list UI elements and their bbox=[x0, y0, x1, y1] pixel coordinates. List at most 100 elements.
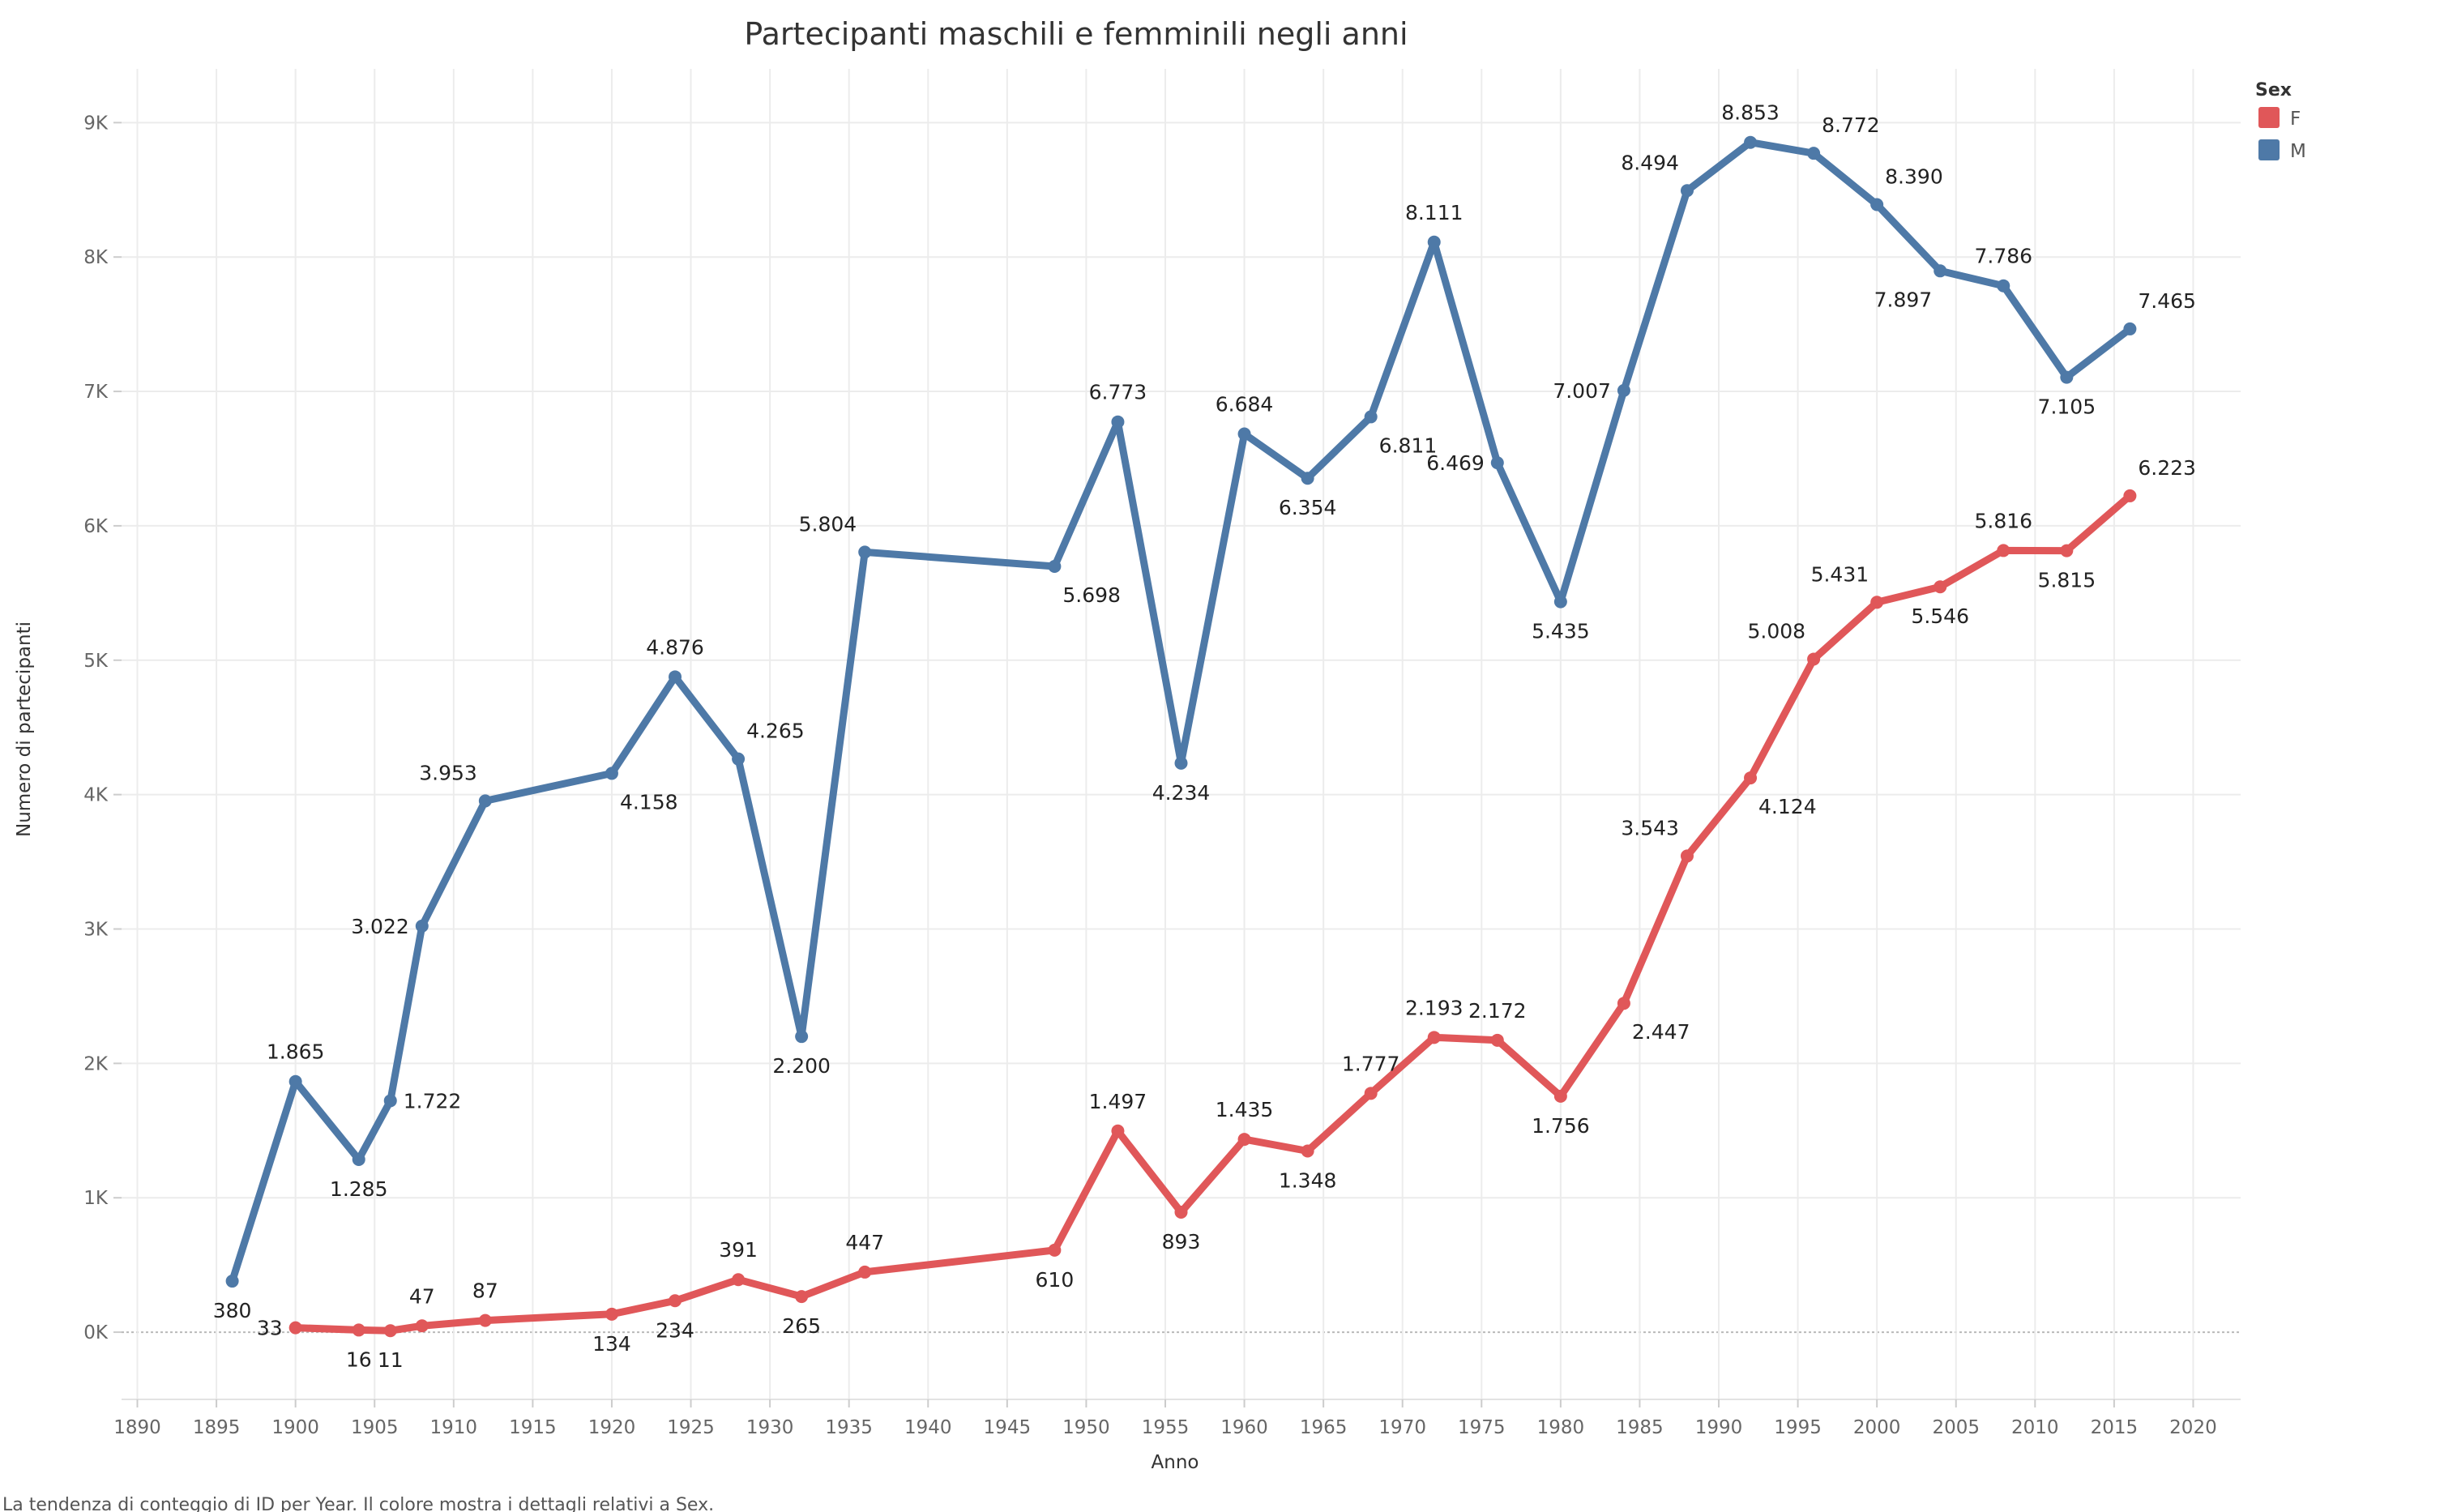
x-tick-label: 1940 bbox=[904, 1417, 952, 1438]
data-label: 1.777 bbox=[1342, 1052, 1400, 1075]
data-point-f[interactable] bbox=[732, 1273, 746, 1287]
data-point-m[interactable] bbox=[605, 767, 618, 780]
data-label: 391 bbox=[719, 1238, 758, 1262]
data-point-m[interactable] bbox=[1997, 279, 2010, 293]
data-point-f[interactable] bbox=[1617, 997, 1630, 1010]
data-labels: 380 1.865 1.285 1.722 3.022 3.953 4.158 4.876 4.… bbox=[213, 101, 2196, 1373]
data-label: 1.497 bbox=[1089, 1090, 1147, 1113]
data-point-f[interactable] bbox=[1174, 1205, 1188, 1219]
y-tick-label: 5K bbox=[83, 651, 109, 672]
data-point-m[interactable] bbox=[1048, 560, 1062, 574]
series bbox=[225, 135, 2137, 1338]
data-point-f[interactable] bbox=[352, 1323, 365, 1337]
x-tick-label: 1910 bbox=[430, 1417, 478, 1438]
data-point-m[interactable] bbox=[288, 1074, 302, 1088]
data-point-m[interactable] bbox=[1744, 135, 1758, 149]
data-point-f[interactable] bbox=[605, 1307, 618, 1321]
data-point-m[interactable] bbox=[795, 1030, 809, 1044]
data-point-m[interactable] bbox=[2060, 370, 2074, 384]
data-point-f[interactable] bbox=[1048, 1243, 1062, 1257]
data-label: 4.124 bbox=[1758, 795, 1817, 818]
data-point-m[interactable] bbox=[1490, 456, 1504, 470]
data-label: 5.804 bbox=[799, 512, 857, 536]
data-point-m[interactable] bbox=[1364, 410, 1378, 424]
data-point-m[interactable] bbox=[1807, 147, 1821, 160]
data-point-f[interactable] bbox=[1807, 652, 1821, 666]
data-label: 11 bbox=[378, 1348, 404, 1372]
data-point-m[interactable] bbox=[1870, 198, 1884, 211]
data-point-m[interactable] bbox=[1553, 595, 1567, 609]
series-line-f bbox=[292, 492, 2134, 1335]
x-tick-label: 1995 bbox=[1774, 1417, 1822, 1438]
data-point-m[interactable] bbox=[858, 545, 872, 559]
data-point-m[interactable] bbox=[225, 1275, 239, 1288]
data-point-f[interactable] bbox=[478, 1313, 492, 1327]
data-point-m[interactable] bbox=[1237, 427, 1251, 441]
data-point-f[interactable] bbox=[2060, 544, 2074, 557]
data-point-m[interactable] bbox=[415, 919, 429, 933]
data-label: 7.105 bbox=[2038, 395, 2096, 419]
chart-caption: La tendenza di conteggio di ID per Year.… bbox=[2, 1495, 714, 1512]
legend-label-f[interactable]: F bbox=[2290, 109, 2301, 130]
data-point-m[interactable] bbox=[1427, 235, 1441, 249]
data-point-m[interactable] bbox=[669, 670, 682, 684]
data-point-m[interactable] bbox=[478, 794, 492, 808]
data-point-f[interactable] bbox=[1744, 771, 1758, 785]
data-point-f[interactable] bbox=[288, 1321, 302, 1335]
data-point-m[interactable] bbox=[352, 1152, 365, 1166]
data-label: 234 bbox=[656, 1318, 694, 1342]
data-label: 6.469 bbox=[1426, 451, 1485, 475]
legend-label-m[interactable]: M bbox=[2290, 141, 2306, 162]
y-tick-label: 4K bbox=[83, 785, 109, 806]
data-point-f[interactable] bbox=[1553, 1089, 1567, 1103]
data-point-f[interactable] bbox=[1301, 1144, 1314, 1158]
data-point-m[interactable] bbox=[2123, 322, 2137, 335]
x-tick-label: 1900 bbox=[271, 1417, 319, 1438]
data-label: 893 bbox=[1162, 1230, 1201, 1254]
chart-title: Partecipanti maschili e femminili negli … bbox=[744, 16, 1408, 52]
x-tick-label: 1950 bbox=[1062, 1417, 1110, 1438]
data-point-f[interactable] bbox=[669, 1294, 682, 1308]
data-point-m[interactable] bbox=[1617, 383, 1630, 397]
data-point-f[interactable] bbox=[415, 1319, 429, 1333]
data-point-m[interactable] bbox=[1680, 184, 1694, 198]
series-line-m bbox=[229, 139, 2134, 1285]
data-point-f[interactable] bbox=[1237, 1133, 1251, 1147]
data-point-f[interactable] bbox=[1934, 580, 1947, 594]
data-point-f[interactable] bbox=[1111, 1124, 1125, 1138]
data-label: 6.354 bbox=[1279, 496, 1337, 519]
data-point-f[interactable] bbox=[1997, 544, 2010, 557]
data-point-m[interactable] bbox=[732, 752, 746, 766]
x-tick-label: 1985 bbox=[1616, 1417, 1664, 1438]
gridlines bbox=[122, 69, 2241, 1399]
legend: Sex FM bbox=[2255, 80, 2306, 162]
data-point-m[interactable] bbox=[1111, 415, 1125, 429]
data-label: 7.897 bbox=[1874, 288, 1933, 311]
data-point-f[interactable] bbox=[2123, 489, 2137, 502]
data-point-f[interactable] bbox=[1364, 1087, 1378, 1100]
data-point-f[interactable] bbox=[1490, 1033, 1504, 1047]
x-tick-label: 1990 bbox=[1695, 1417, 1743, 1438]
data-label: 1.285 bbox=[330, 1177, 388, 1201]
data-point-m[interactable] bbox=[1301, 472, 1314, 485]
data-point-m[interactable] bbox=[383, 1094, 397, 1108]
data-point-f[interactable] bbox=[1870, 596, 1884, 609]
data-point-f[interactable] bbox=[383, 1324, 397, 1338]
data-point-f[interactable] bbox=[795, 1290, 809, 1304]
data-label: 8.390 bbox=[1885, 165, 1943, 189]
x-tick-label: 1965 bbox=[1300, 1417, 1348, 1438]
data-point-f[interactable] bbox=[1680, 849, 1694, 863]
data-point-m[interactable] bbox=[1174, 756, 1188, 770]
x-tick-label: 2005 bbox=[1932, 1417, 1980, 1438]
data-point-f[interactable] bbox=[1427, 1031, 1441, 1044]
data-point-m[interactable] bbox=[1934, 264, 1947, 278]
data-label: 5.435 bbox=[1532, 620, 1590, 643]
data-label: 1.865 bbox=[267, 1040, 325, 1064]
y-tick-label: 2K bbox=[83, 1053, 109, 1074]
data-point-f[interactable] bbox=[858, 1265, 872, 1279]
legend-swatch-m[interactable] bbox=[2258, 139, 2280, 160]
data-label: 380 bbox=[213, 1299, 252, 1322]
legend-swatch-f[interactable] bbox=[2258, 107, 2280, 128]
y-axis: 0K 1K 2K 3K 4K 5K 6K 7K 8K 9K bbox=[83, 113, 122, 1343]
data-label: 4.265 bbox=[746, 720, 805, 743]
